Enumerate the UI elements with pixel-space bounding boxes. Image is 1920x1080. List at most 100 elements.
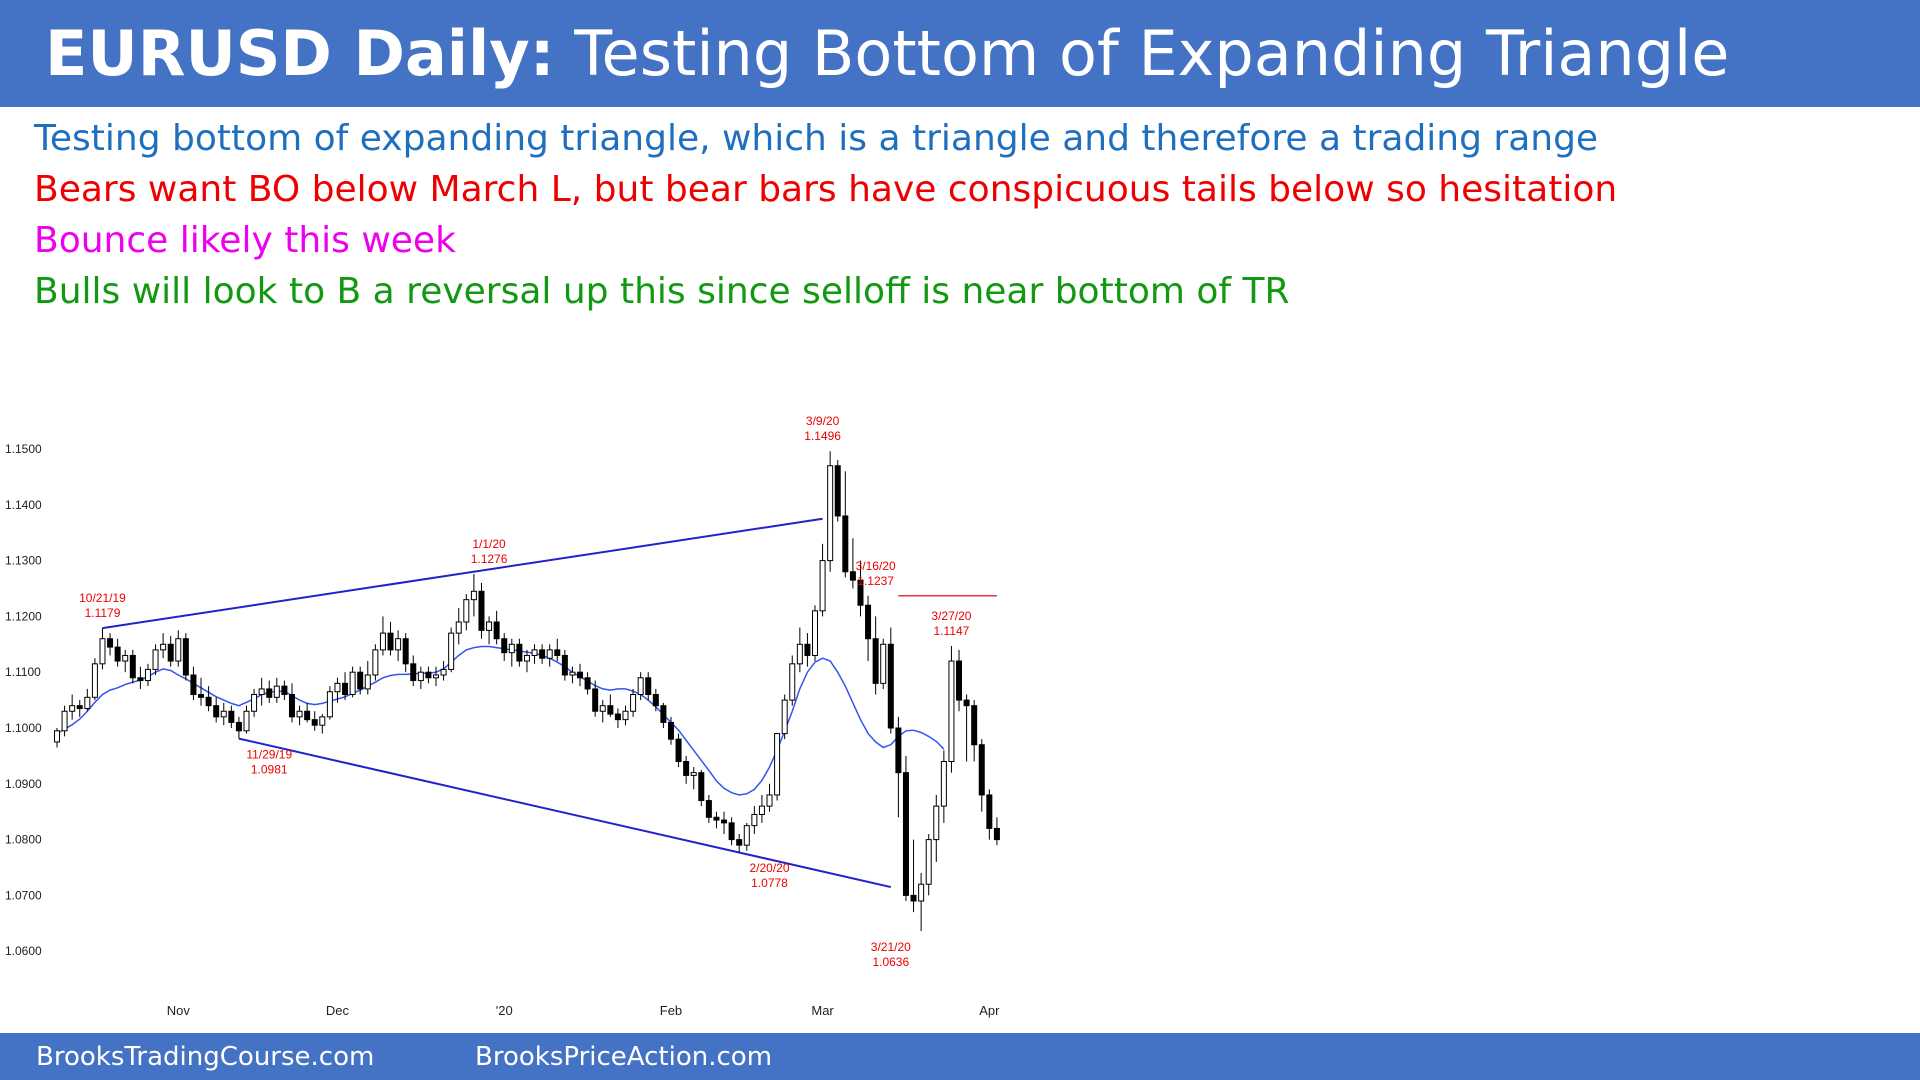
candle-body bbox=[433, 674, 439, 679]
candle-body bbox=[910, 894, 917, 902]
candle-body bbox=[865, 604, 872, 640]
candle bbox=[129, 649, 136, 684]
candle bbox=[622, 705, 629, 726]
candle bbox=[683, 755, 690, 784]
candle-body bbox=[205, 696, 212, 707]
candle bbox=[546, 644, 553, 667]
candle bbox=[796, 627, 803, 673]
candle bbox=[379, 616, 386, 656]
candle bbox=[69, 694, 76, 720]
candle-body bbox=[137, 677, 144, 682]
candle bbox=[463, 594, 470, 631]
footer-left-link[interactable]: BrooksTradingCourse.com bbox=[36, 1042, 375, 1072]
footer-right-link[interactable]: BrooksPriceAction.com bbox=[475, 1042, 773, 1072]
candle-body bbox=[463, 599, 470, 623]
candle bbox=[91, 658, 98, 701]
candle bbox=[342, 672, 349, 701]
trendline bbox=[238, 737, 892, 889]
y-tick-label: 1.0700 bbox=[5, 888, 42, 902]
candle-body bbox=[925, 839, 932, 885]
candle bbox=[122, 649, 129, 673]
candle-body bbox=[273, 685, 280, 698]
candle-body bbox=[379, 632, 386, 651]
ema-line bbox=[56, 645, 945, 796]
candle-body bbox=[698, 772, 705, 802]
candle-body bbox=[402, 638, 409, 665]
candle bbox=[667, 716, 674, 745]
candle bbox=[205, 686, 212, 712]
candle-body bbox=[804, 643, 811, 656]
candle-body bbox=[152, 649, 159, 670]
candle bbox=[887, 627, 894, 734]
candle bbox=[357, 666, 364, 695]
x-tick-label: Apr bbox=[979, 1003, 1000, 1018]
annotation-date: 3/27/20 bbox=[931, 609, 971, 623]
candle-body bbox=[857, 579, 864, 606]
y-tick-label: 1.1500 bbox=[5, 442, 42, 456]
candle bbox=[630, 688, 637, 717]
candle bbox=[895, 716, 902, 818]
candle-body bbox=[243, 710, 250, 732]
candle-body bbox=[796, 643, 803, 665]
annotation-price: 1.1237 bbox=[857, 574, 894, 588]
candle bbox=[584, 672, 591, 695]
price-chart: 1.1500 1.1400 1.1300 1.1200 1.1100 1.1000 1.09… bbox=[5, 414, 1000, 1018]
candle bbox=[160, 633, 167, 659]
annotation-price: 1.0778 bbox=[751, 876, 788, 890]
y-tick-label: 1.0900 bbox=[5, 777, 42, 791]
candle bbox=[288, 683, 295, 723]
candle-body bbox=[986, 794, 993, 829]
candle bbox=[554, 638, 561, 662]
candle-body bbox=[342, 682, 349, 696]
y-tick-label: 1.1100 bbox=[5, 665, 41, 679]
candle bbox=[417, 666, 424, 689]
y-tick-label: 1.1000 bbox=[5, 721, 42, 735]
candle bbox=[705, 794, 712, 823]
candle-body bbox=[789, 663, 796, 701]
candle-body bbox=[577, 671, 584, 679]
candle bbox=[660, 702, 667, 728]
candle bbox=[690, 767, 697, 790]
candle bbox=[516, 638, 523, 667]
candle bbox=[675, 733, 682, 768]
price-annotation: 3/16/201.1237 bbox=[856, 559, 896, 588]
candle bbox=[948, 645, 955, 773]
candle-body bbox=[546, 649, 553, 659]
candle bbox=[107, 633, 114, 656]
candle-body bbox=[827, 465, 834, 562]
candle-body bbox=[114, 646, 121, 662]
candle bbox=[645, 672, 652, 701]
candle-body bbox=[599, 705, 606, 712]
annotation-price: 1.1276 bbox=[471, 552, 508, 566]
candle-body bbox=[281, 685, 288, 696]
candle bbox=[827, 451, 834, 572]
candle bbox=[334, 677, 341, 703]
candle-body bbox=[311, 719, 318, 726]
candle bbox=[865, 595, 872, 662]
candle bbox=[440, 661, 447, 681]
candle bbox=[198, 677, 205, 706]
candle-body bbox=[531, 649, 538, 656]
candle-body bbox=[372, 649, 379, 676]
candle-body bbox=[319, 716, 326, 726]
candle-body bbox=[690, 772, 697, 776]
candle-body bbox=[645, 677, 652, 696]
candle-body bbox=[76, 705, 83, 709]
candle bbox=[728, 817, 735, 846]
annotation-price: 1.0981 bbox=[251, 763, 288, 777]
candle-body bbox=[675, 738, 682, 762]
trendline bbox=[102, 517, 823, 630]
candle-body bbox=[736, 839, 743, 846]
candle-body bbox=[940, 760, 947, 807]
title-bold: EURUSD Daily: bbox=[45, 17, 555, 90]
candle-body bbox=[258, 688, 265, 696]
candle-body bbox=[304, 710, 311, 721]
candle bbox=[167, 635, 174, 667]
candle bbox=[713, 811, 720, 829]
candle-body bbox=[667, 721, 674, 740]
candle bbox=[402, 633, 409, 673]
candle-body bbox=[213, 705, 220, 718]
candle bbox=[561, 649, 568, 681]
candle bbox=[486, 616, 493, 645]
candle-body bbox=[561, 654, 568, 676]
